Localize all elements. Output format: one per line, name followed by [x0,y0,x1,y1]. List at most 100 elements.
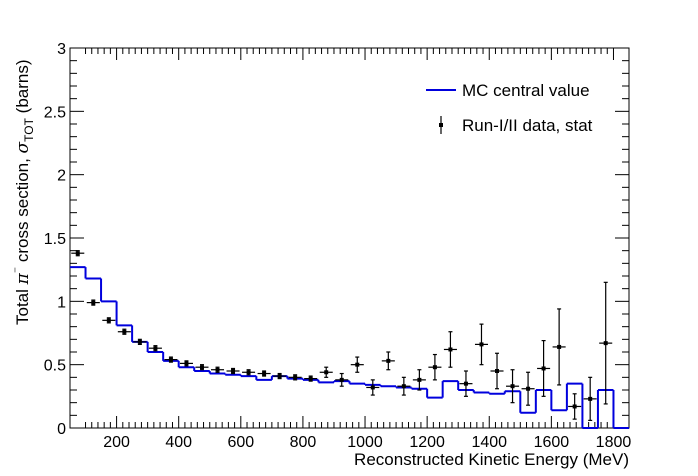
mc-bin [565,382,583,411]
data-marker [432,365,437,370]
mc-bin [208,371,226,375]
y-tick-label: 2.5 [44,104,66,121]
y-tick-label: 1.5 [44,231,66,248]
data-marker [603,341,608,346]
data-point [568,393,582,420]
data-marker [417,377,422,382]
data-marker [324,370,329,375]
mc-bin [441,380,459,398]
data-point [552,308,566,386]
y-axis-title: Total π⁻ cross section, σTOT (barns) [10,59,36,325]
data-point [335,372,349,387]
mc-bin [100,278,117,303]
data-point [133,338,147,345]
data-point [242,369,256,376]
mc-bin [224,373,241,376]
axes-ticks [70,48,629,428]
y-tick-label: 2 [57,168,66,185]
mc-bin [612,390,629,429]
legend-data-label: Run-I/II data, stat [462,116,593,135]
data-marker [75,251,80,256]
data-point [226,367,240,375]
data-marker [463,381,468,386]
legend-mc-label: MC central value [462,81,590,100]
mc-bin [426,388,443,399]
data-marker [137,339,142,344]
mc-bin [472,390,490,394]
x-tick-label: 800 [290,434,317,451]
y-tick-label: 0 [57,421,66,438]
data-marker [386,358,391,363]
data-point [521,371,535,406]
data-point [599,281,613,405]
data-marker [168,357,173,362]
data-point [583,376,597,421]
data-marker [293,375,298,380]
x-tick-label: 200 [103,434,130,451]
mc-series [70,266,629,429]
data-marker [122,329,127,334]
x-tick-label: 400 [165,434,192,451]
mc-bin [348,381,366,385]
data-marker [91,300,96,305]
mc-bin [84,267,102,280]
data-point [195,364,209,371]
data-point [86,299,100,306]
data-marker [479,342,484,347]
data-point [257,370,271,377]
data-point [117,328,131,335]
data-point [273,372,287,380]
data-marker [557,344,562,349]
mc-bin [177,360,195,369]
x-tick-label: 1400 [471,434,507,451]
mc-bin [115,301,133,327]
data-point [381,351,395,371]
data-point [366,379,380,396]
data-point [210,366,225,373]
data-point [506,369,520,404]
data-marker [277,374,282,379]
mc-bin [255,376,272,381]
plot-frame [69,47,630,429]
mc-bin [488,392,505,395]
data-marker [231,369,236,373]
mc-bin [550,390,567,412]
mc-bin [519,391,536,414]
mc-bin [581,383,598,429]
mc-bin [239,374,257,378]
legend: MC central value Run-I/II data, stat [426,81,593,135]
data-point [397,376,411,396]
y-tick-label: 3 [57,41,66,58]
data-marker [401,384,406,389]
data-marker [572,404,577,409]
data-marker [339,377,344,382]
data-marker [262,371,267,376]
data-marker [526,386,531,391]
data-point [490,352,504,390]
data-point [148,345,162,352]
data-marker [184,361,189,366]
data-marker [370,385,375,390]
data-marker [510,384,515,389]
data-marker [215,367,220,372]
data-point [102,317,116,324]
x-tick-labels: 200 400 600 800 1000 1200 1400 1600 1800 [103,434,631,451]
mc-bin [317,379,334,384]
y-tick-labels: 0 0.5 1 1.5 2 2.5 3 [44,41,66,438]
data-point [443,331,457,368]
data-marker [246,370,251,375]
mc-bin [379,384,397,388]
x-tick-label: 600 [227,434,254,451]
mc-bin [193,367,210,372]
data-point [474,323,489,366]
legend-data-marker [439,123,443,127]
x-tick-label: 1600 [534,434,570,451]
data-point [428,353,442,381]
data-marker [153,346,158,351]
data-point [288,374,302,381]
data-point [319,366,333,378]
data-series [71,250,613,421]
x-axis-title: Reconstructed Kinetic Energy (MeV) [354,450,629,469]
data-marker [106,318,111,323]
